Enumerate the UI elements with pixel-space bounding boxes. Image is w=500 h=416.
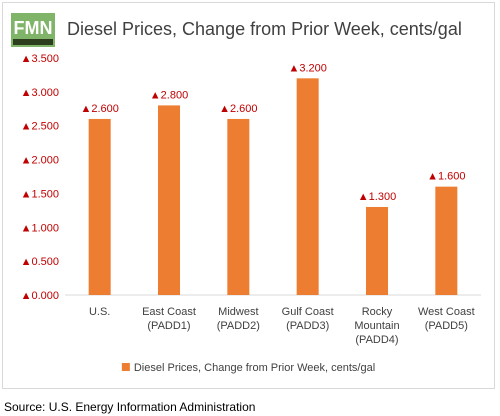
y-tick-label: ▲3.500: [21, 53, 59, 65]
bar: [366, 206, 388, 295]
bar: [435, 186, 458, 295]
x-tick-label: East Coast: [142, 306, 196, 318]
x-tick-label: Midwest: [218, 306, 258, 318]
data-label: ▲3.200: [288, 62, 326, 74]
fmn-logo: FMN: [11, 13, 55, 47]
y-tick-label: ▲0.500: [21, 256, 59, 268]
x-tick-label: Gulf Coast: [282, 306, 334, 318]
bar-chart: ▲0.000 ▲0.500 ▲1.000 ▲1.500 ▲2.000 ▲2.500 ▲3.0…: [21, 53, 481, 374]
bar: [227, 118, 250, 295]
bar: [158, 105, 180, 296]
x-tick-label: (PADD2): [217, 320, 260, 332]
data-label: ▲2.600: [219, 103, 257, 115]
data-label: ▲1.300: [358, 191, 396, 203]
data-label: ▲1.600: [427, 171, 465, 183]
bar: [88, 118, 111, 295]
y-tick-label: ▲3.000: [21, 87, 59, 99]
x-tick-label: (PADD3): [286, 320, 329, 332]
y-tick-label: ▲1.500: [21, 188, 59, 200]
x-tick-label: (PADD1): [147, 320, 190, 332]
data-label: ▲2.800: [150, 89, 188, 101]
legend-swatch: [121, 363, 130, 371]
svg-text:FMN: FMN: [14, 18, 53, 38]
x-tick-label: Rocky: [362, 306, 393, 318]
y-tick-label: ▲2.000: [21, 155, 59, 167]
data-label: ▲2.600: [80, 103, 118, 115]
legend-label: Diesel Prices, Change from Prior Week, c…: [134, 362, 375, 374]
x-tick-label: U.S.: [89, 306, 110, 318]
y-tick-label: ▲0.000: [21, 290, 59, 302]
source-note: Source: U.S. Energy Information Administ…: [4, 400, 256, 414]
x-tick-label: West Coast: [418, 306, 475, 318]
x-tick-label: (PADD4): [355, 334, 398, 346]
bar: [296, 78, 319, 295]
y-tick-label: ▲2.500: [21, 121, 59, 133]
x-tick-label: Mountain: [354, 320, 399, 332]
chart-frame: FMN Diesel Prices, Change from Prior Wee…: [2, 2, 495, 389]
y-tick-label: ▲1.000: [21, 222, 59, 234]
chart-title: Diesel Prices, Change from Prior Week, c…: [67, 19, 462, 39]
x-tick-label: (PADD5): [425, 320, 468, 332]
